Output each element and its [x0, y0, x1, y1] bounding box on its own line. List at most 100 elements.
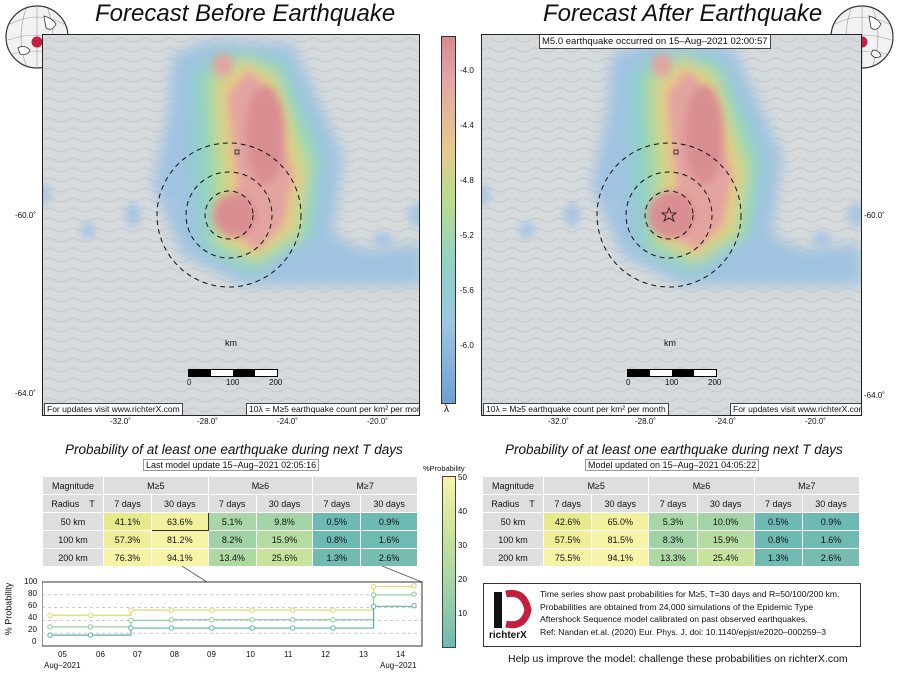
prob-cell: 25.6%: [255, 548, 314, 567]
ts-xtick: 07: [133, 650, 142, 659]
left-prob-title: Probability of at least one earthquake d…: [65, 442, 403, 457]
colorbar-tick-6: -6.0: [460, 341, 474, 350]
magnitude-header: Magnitude: [482, 476, 544, 495]
prob-cell: 42.6%: [542, 512, 593, 531]
ts-point: [128, 625, 134, 631]
pct-tick: 30: [458, 541, 467, 550]
left-title: Forecast Before Earthquake: [95, 0, 396, 27]
left-updates-note[interactable]: For updates visit www.richterX.com: [44, 403, 183, 415]
period-header: 30 days: [360, 494, 418, 513]
ts-point: [168, 625, 175, 631]
right-update-note: Model updated on 15–Aug–2021 04:05:22: [585, 459, 760, 471]
prob-cell: 0.5%: [312, 512, 362, 531]
ts-point: [47, 632, 53, 638]
prob-cell: 1.6%: [360, 530, 418, 549]
right-prob-table: Magnitude M≥5 M≥6 M≥7 Radius T 7 days 30…: [482, 476, 861, 567]
prob-cell: 57.5%: [542, 530, 593, 549]
left-km-label: km: [225, 338, 237, 348]
pct-tick: 10: [458, 609, 467, 618]
right-lon-2: -28.0˚: [635, 417, 656, 426]
right-lat-2: -64.0˚: [864, 391, 885, 400]
prob-cell-selected[interactable]: 63.6%: [150, 512, 209, 531]
ts-xtick: 13: [359, 650, 368, 659]
prob-cell: 13.3%: [648, 548, 698, 567]
ts-xend: Aug–2021: [380, 661, 417, 670]
mag6-header: M≥6: [207, 476, 314, 495]
prob-cell: 10.0%: [696, 512, 755, 531]
radius-cell: 200 km: [482, 548, 544, 567]
pct-bar-label: %Probability: [423, 464, 465, 473]
prob-cell: 57.3%: [103, 530, 152, 549]
period-header: 7 days: [753, 494, 803, 513]
ts-xtick: 14: [396, 650, 405, 659]
ts-ytick: 80: [28, 589, 37, 598]
left-update-note: Last model update 15–Aug–2021 02:05:16: [143, 459, 320, 471]
colorbar-tick-5: -5.6: [460, 286, 474, 295]
period-header: 30 days: [255, 494, 314, 513]
ts-point: [209, 607, 215, 613]
right-event-note: M5.0 earthquake occurred on 15–Aug–2021 …: [539, 35, 771, 49]
ts-xtick: 12: [321, 650, 330, 659]
mag5-header: M≥5: [103, 476, 209, 495]
pct-colorbar: [442, 476, 456, 648]
radius-cell: 100 km: [42, 530, 104, 549]
colorbar-tick-2: -4.4: [460, 121, 474, 130]
prob-cell: 75.5%: [542, 548, 593, 567]
ts-ytick: 60: [28, 601, 37, 610]
prob-cell: 9.8%: [255, 512, 314, 531]
period-header: 7 days: [207, 494, 257, 513]
right-map[interactable]: M5.0 earthquake occurred on 15–Aug–2021 …: [481, 34, 862, 416]
mag6-header: M≥6: [648, 476, 755, 495]
ts-xtick: 10: [246, 650, 255, 659]
radius-cell: 50 km: [42, 512, 104, 531]
prob-cell: 65.0%: [591, 512, 650, 531]
ts-point: [411, 583, 417, 589]
pct-tick: 40: [458, 507, 467, 516]
right-count-note: 10λ = M≥5 earthquake count per km² per m…: [483, 403, 669, 415]
ts-point: [330, 607, 336, 613]
right-title: Forecast After Earthquake: [543, 0, 823, 27]
prob-cell: 94.1%: [150, 548, 209, 567]
left-lon-3: -24.0˚: [277, 417, 298, 426]
ts-point: [47, 624, 53, 630]
ts-point: [249, 625, 255, 631]
prob-cell: 15.9%: [255, 530, 314, 549]
right-updates-note[interactable]: For updates visit www.richterX.com: [730, 403, 861, 415]
left-lon-1: -32.0˚: [110, 417, 131, 426]
ts-point: [128, 617, 134, 624]
left-scale-100: 100: [226, 378, 240, 387]
pct-tick: 20: [458, 575, 467, 584]
richterx-logo-text: richterX: [489, 630, 527, 641]
left-scale-0: 0: [187, 378, 192, 387]
ts-point: [87, 624, 94, 630]
left-scale-200: 200: [269, 378, 283, 387]
colorbar-tick-4: -5.2: [460, 231, 474, 240]
footer-link[interactable]: Help us improve the model: challenge the…: [508, 653, 848, 665]
prob-cell: 1.6%: [801, 530, 861, 549]
mag5-header: M≥5: [542, 476, 650, 495]
radius-cell: 200 km: [42, 548, 104, 567]
prob-cell: 8.2%: [207, 530, 257, 549]
prob-cell: 1.3%: [753, 548, 803, 567]
right-km-label: km: [664, 338, 676, 348]
period-header: 7 days: [542, 494, 593, 513]
ts-xtick: 08: [170, 650, 179, 659]
prob-cell: 15.9%: [696, 530, 755, 549]
right-lon-4: -20.0˚: [805, 417, 826, 426]
prob-cell: 0.5%: [753, 512, 803, 531]
ts-xstart: Aug–2021: [44, 661, 81, 670]
ts-ytick: 100: [24, 577, 38, 586]
ts-point: [209, 617, 215, 623]
ts-xtick: 06: [96, 650, 105, 659]
ts-point: [209, 625, 215, 631]
ts-point: [168, 607, 175, 613]
ts-point: [370, 592, 377, 598]
ts-point: [289, 625, 296, 631]
right-prob-title: Probability of at least one earthquake d…: [505, 442, 843, 457]
right-lon-3: -24.0˚: [715, 417, 736, 426]
ts-point: [289, 617, 296, 623]
prob-cell: 13.4%: [207, 548, 257, 567]
left-scale-bar: [188, 369, 278, 377]
left-map[interactable]: km 0 100 200 For updates visit www.richt…: [42, 34, 420, 416]
prob-cell: 81.2%: [150, 530, 209, 549]
